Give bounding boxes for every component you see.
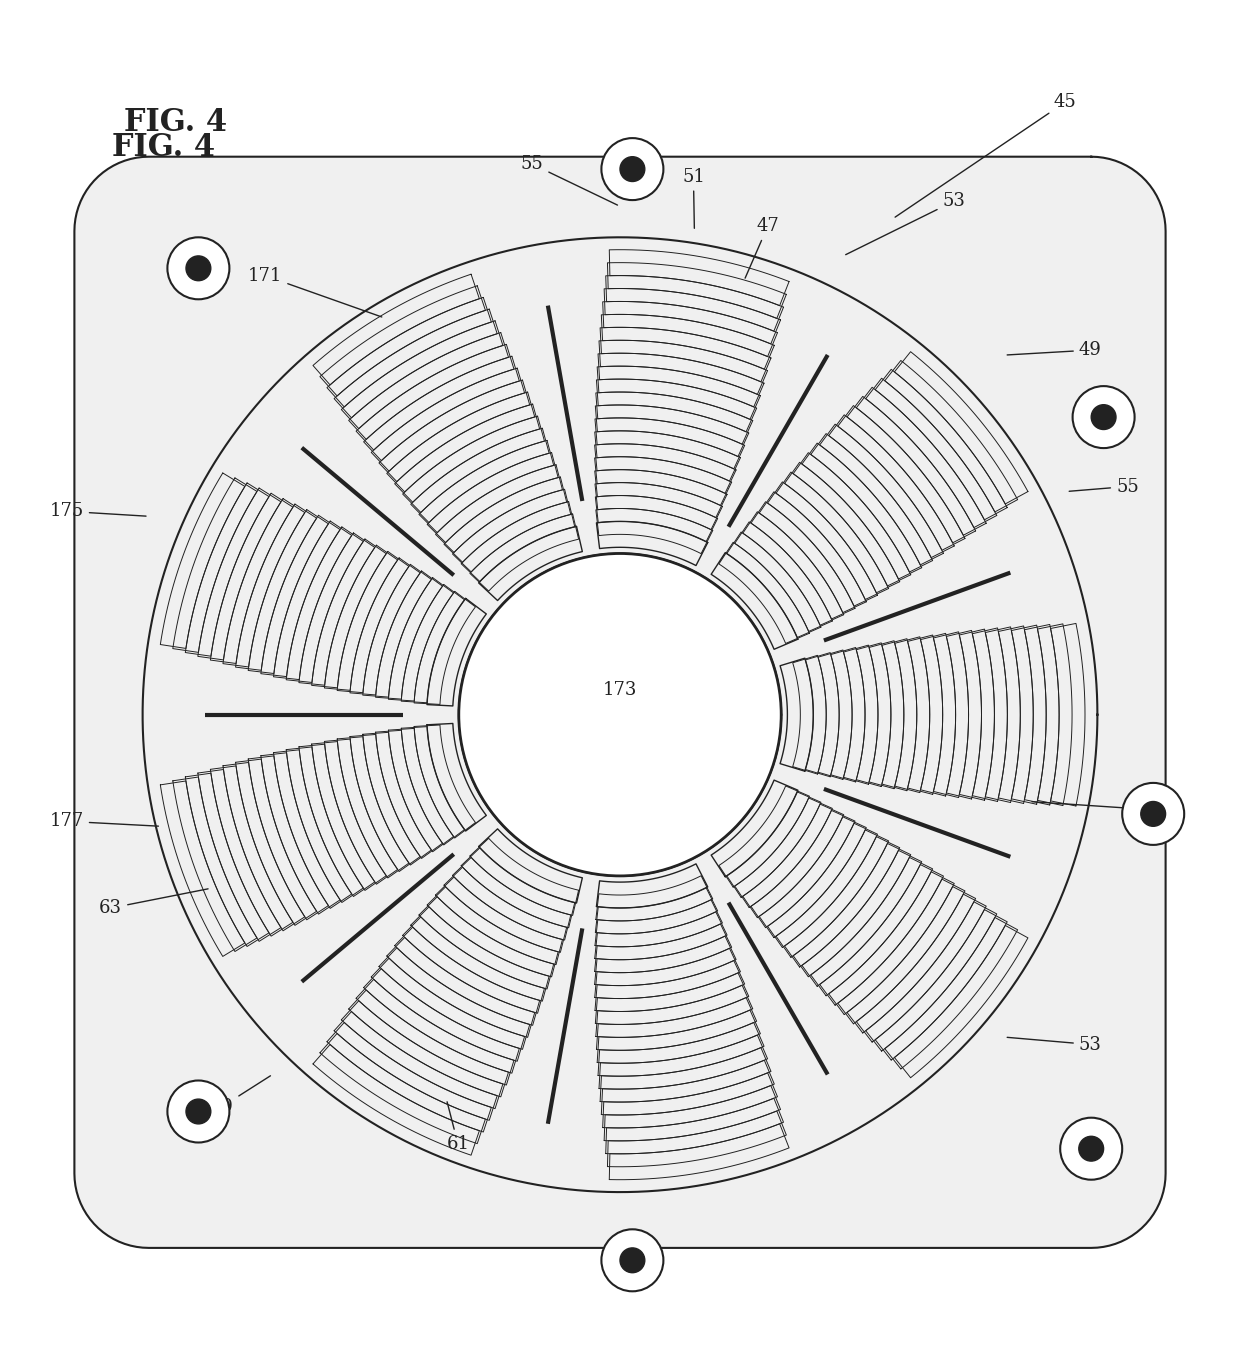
Text: 47: 47 <box>745 217 779 278</box>
Circle shape <box>601 1229 663 1291</box>
Text: 49: 49 <box>1007 341 1101 359</box>
Text: 59: 59 <box>211 1076 270 1115</box>
Text: 173: 173 <box>603 682 637 699</box>
Circle shape <box>1091 405 1116 430</box>
Text: 51: 51 <box>682 168 704 229</box>
Circle shape <box>1079 1137 1104 1161</box>
Circle shape <box>1073 386 1135 449</box>
Circle shape <box>620 1248 645 1272</box>
Circle shape <box>459 553 781 875</box>
Circle shape <box>1060 1118 1122 1180</box>
Circle shape <box>167 1080 229 1142</box>
Text: 53: 53 <box>1007 1035 1101 1053</box>
Text: 61: 61 <box>446 1102 470 1153</box>
Text: FIG. 4: FIG. 4 <box>124 107 227 138</box>
Circle shape <box>167 237 229 299</box>
Circle shape <box>186 1099 211 1123</box>
Circle shape <box>1141 802 1166 827</box>
Text: 55: 55 <box>1069 477 1138 496</box>
Text: 53: 53 <box>846 192 965 255</box>
Text: 177: 177 <box>50 812 159 831</box>
Circle shape <box>601 138 663 201</box>
Text: 45: 45 <box>895 93 1076 217</box>
Text: 51: 51 <box>1032 799 1151 818</box>
Text: FIG. 4: FIG. 4 <box>112 131 215 163</box>
Circle shape <box>620 157 645 182</box>
Text: 63: 63 <box>99 889 208 917</box>
Text: 175: 175 <box>50 503 146 520</box>
Text: 171: 171 <box>248 267 382 317</box>
Text: 55: 55 <box>521 154 618 205</box>
Circle shape <box>1122 783 1184 846</box>
Polygon shape <box>74 157 1166 1248</box>
Circle shape <box>186 256 211 280</box>
